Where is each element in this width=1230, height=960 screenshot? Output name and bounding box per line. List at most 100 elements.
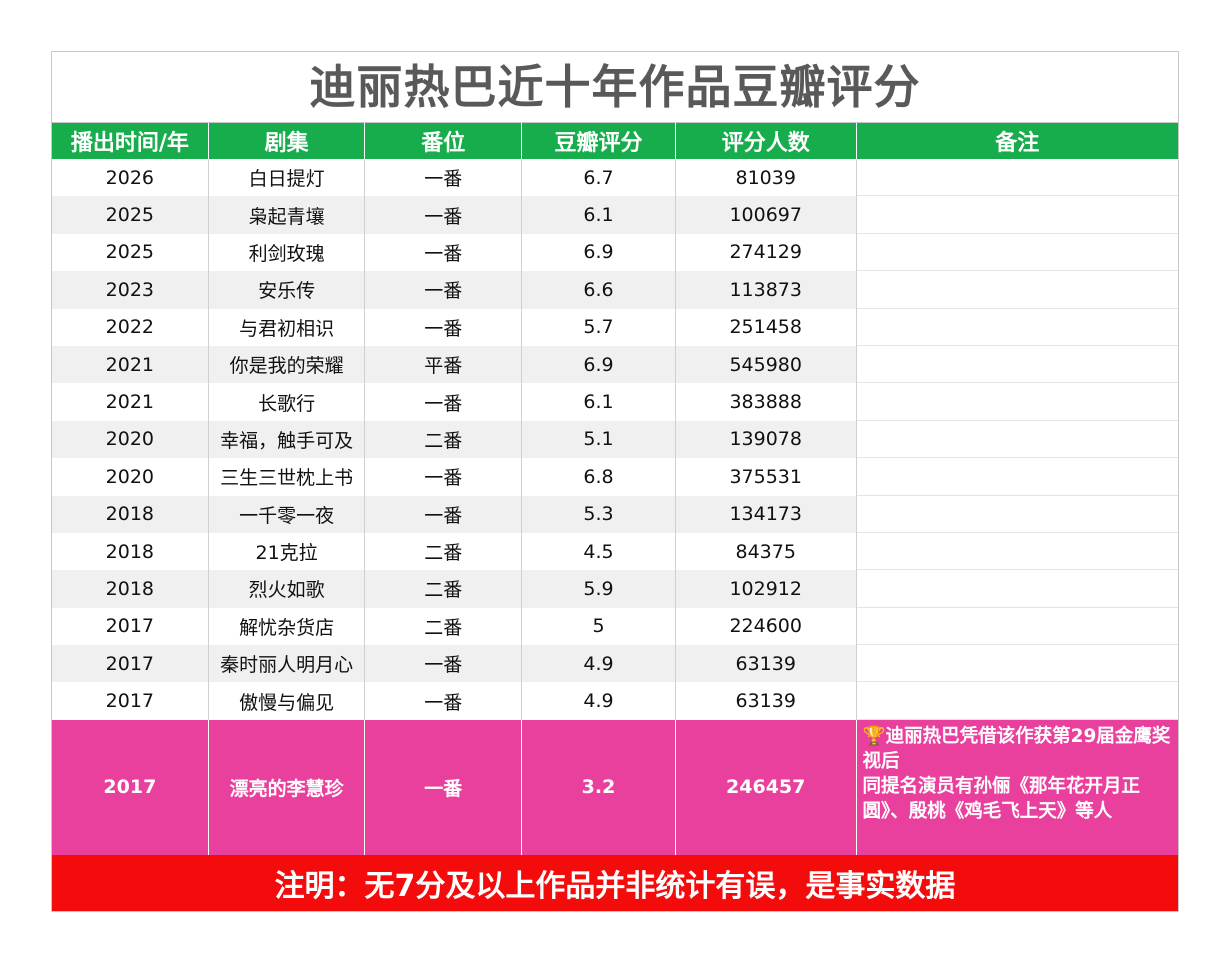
cell-note	[856, 682, 1178, 720]
cell-billing: 一番	[365, 271, 523, 309]
cell-year: 2023	[52, 271, 209, 309]
cell-billing: 一番	[365, 159, 523, 197]
cell-note	[856, 570, 1178, 608]
cell-votes: 224600	[676, 607, 857, 646]
cell-score: 6.9	[522, 233, 676, 272]
ratings-table: 迪丽热巴近十年作品豆瓣评分 播出时间/年 剧集 番位 豆瓣评分 评分人数 备注 …	[51, 51, 1179, 912]
cell-year: 2026	[52, 159, 209, 197]
cell-note	[856, 159, 1178, 197]
table-row: 2018 一千零一夜 一番 5.3 134173	[52, 495, 1178, 533]
table-row: 2021 你是我的荣耀 平番 6.9 545980	[52, 345, 1178, 384]
table-row: 2017 傲慢与偏见 一番 4.9 63139	[52, 682, 1178, 720]
table-row: 2018 烈火如歌 二番 5.9 102912	[52, 570, 1178, 608]
cell-year: 2021	[52, 383, 209, 421]
header-votes: 评分人数	[676, 123, 857, 159]
header-billing: 番位	[365, 123, 523, 159]
cell-score: 5.9	[522, 570, 676, 608]
cell-votes: 81039	[676, 159, 857, 197]
cell-score: 4.9	[522, 682, 676, 720]
footer-note: 注明：无7分及以上作品并非统计有误，是事实数据	[52, 854, 1178, 911]
cell-billing: 一番	[365, 682, 523, 720]
cell-note: 🏆迪丽热巴凭借该作获第29届金鹰奖视后 同提名演员有孙俪《那年花开月正圆》、殷桃…	[857, 720, 1178, 855]
cell-score: 5.3	[522, 495, 676, 533]
cell-billing: 平番	[365, 345, 523, 384]
table-row: 2023 安乐传 一番 6.6 113873	[52, 271, 1178, 309]
cell-billing: 二番	[365, 570, 523, 608]
cell-drama: 你是我的荣耀	[209, 345, 366, 384]
cell-score: 6.8	[522, 458, 676, 496]
cell-score: 5.7	[522, 308, 676, 346]
cell-billing: 一番	[365, 719, 523, 855]
trophy-icon: 🏆	[862, 725, 886, 747]
cell-drama: 秦时丽人明月心	[209, 645, 366, 683]
cell-score: 4.9	[522, 645, 676, 683]
cell-note	[856, 420, 1178, 459]
cell-note	[856, 645, 1178, 683]
cell-score: 5	[522, 607, 676, 646]
cell-votes: 246457	[676, 719, 857, 855]
cell-note	[856, 196, 1178, 234]
cell-score: 6.9	[522, 345, 676, 384]
cell-votes: 375531	[676, 458, 857, 496]
cell-votes: 84375	[676, 532, 857, 571]
cell-votes: 139078	[676, 420, 857, 459]
cell-year: 2017	[52, 607, 209, 646]
cell-billing: 一番	[365, 495, 523, 533]
cell-votes: 100697	[676, 196, 857, 234]
cell-note	[856, 233, 1178, 272]
cell-year: 2021	[52, 345, 209, 384]
table-row: 2022 与君初相识 一番 5.7 251458	[52, 308, 1178, 346]
cell-drama: 漂亮的李慧珍	[209, 719, 366, 855]
cell-year: 2020	[52, 458, 209, 496]
cell-year: 2018	[52, 532, 209, 571]
cell-drama: 三生三世枕上书	[209, 458, 366, 496]
header-note: 备注	[995, 131, 1040, 156]
table-row: 2018 21克拉 二番 4.5 84375	[52, 532, 1178, 571]
cell-note	[856, 383, 1178, 421]
cell-billing: 一番	[365, 383, 523, 421]
cell-votes: 113873	[676, 271, 857, 309]
cell-year: 2020	[52, 420, 209, 459]
note-award: 迪丽热巴凭借该作获第29届金鹰奖视后	[862, 725, 1171, 772]
cell-score: 6.1	[522, 383, 676, 421]
cell-drama: 21克拉	[209, 532, 366, 571]
cell-billing: 一番	[365, 645, 523, 683]
highlight-row: 2017 漂亮的李慧珍 一番 3.2 246457 🏆迪丽热巴凭借该作获第29届…	[52, 719, 1178, 855]
cell-drama: 与君初相识	[209, 308, 366, 346]
header-score: 豆瓣评分	[522, 123, 676, 159]
cell-note	[856, 495, 1178, 533]
cell-votes: 63139	[676, 645, 857, 683]
table-row: 2020 三生三世枕上书 一番 6.8 375531	[52, 458, 1178, 496]
cell-drama: 解忧杂货店	[209, 607, 366, 646]
cell-drama: 烈火如歌	[209, 570, 366, 608]
table-row: 2026 白日提灯 一番 6.7 81039	[52, 159, 1178, 197]
cell-drama: 傲慢与偏见	[209, 682, 366, 720]
cell-note	[856, 458, 1178, 496]
cell-drama: 安乐传	[209, 271, 366, 309]
cell-score: 6.1	[522, 196, 676, 234]
table-row: 2025 利剑玫瑰 一番 6.9 274129	[52, 233, 1178, 272]
cell-billing: 二番	[365, 532, 523, 571]
cell-score: 5.1	[522, 420, 676, 459]
cell-billing: 二番	[365, 607, 523, 646]
cell-drama: 一千零一夜	[209, 495, 366, 533]
cell-billing: 一番	[365, 458, 523, 496]
table-row: 2020 幸福，触手可及 二番 5.1 139078	[52, 420, 1178, 459]
cell-votes: 63139	[676, 682, 857, 720]
cell-votes: 383888	[676, 383, 857, 421]
table-row: 2021 长歌行 一番 6.1 383888	[52, 383, 1178, 421]
table-title: 迪丽热巴近十年作品豆瓣评分	[52, 52, 1178, 123]
table-body: 2026 白日提灯 一番 6.7 81039 2025 枭起青壤 一番 6.1 100697 202…	[52, 159, 1178, 720]
header-row: 播出时间/年 剧集 番位 豆瓣评分 评分人数 备注	[52, 123, 1178, 159]
cell-note	[856, 271, 1178, 309]
cell-billing: 二番	[365, 420, 523, 459]
cell-note	[856, 308, 1178, 346]
cell-year: 2022	[52, 308, 209, 346]
cell-score: 4.5	[522, 532, 676, 571]
header-year: 播出时间/年	[52, 123, 209, 159]
cell-drama: 枭起青壤	[209, 196, 366, 234]
cell-year: 2018	[52, 570, 209, 608]
cell-year: 2017	[52, 682, 209, 720]
table-row: 2017 解忧杂货店 二番 5 224600	[52, 607, 1178, 646]
cell-votes: 251458	[676, 308, 857, 346]
